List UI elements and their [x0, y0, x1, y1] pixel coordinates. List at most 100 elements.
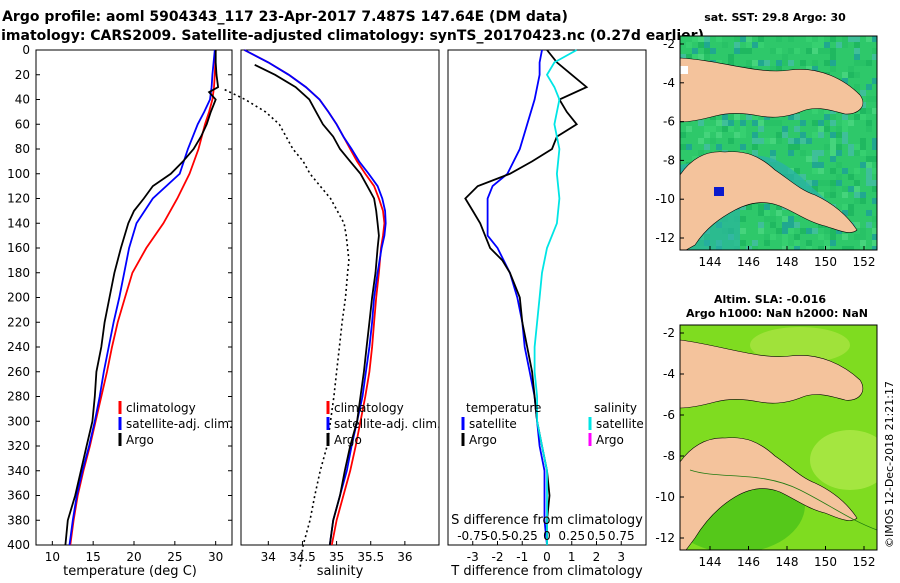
sst-pixel — [734, 42, 740, 48]
sst-pixel — [842, 42, 848, 48]
sst-pixel — [764, 138, 770, 144]
sst-pixel — [740, 204, 746, 210]
sst-pixel — [818, 36, 824, 42]
sst-pixel — [842, 132, 848, 138]
sst-pixel — [830, 168, 836, 174]
salinity-axes — [240, 49, 440, 546]
difference-axes — [447, 49, 647, 546]
sst-pixel — [824, 60, 830, 66]
title-line-2: Climatology: CARS2009. Satellite-adjuste… — [0, 28, 704, 44]
sst-map-title: sat. SST: 29.8 Argo: 30 — [704, 11, 846, 24]
sst-pixel — [860, 90, 866, 96]
sst-pixel — [812, 180, 818, 186]
sst-pixel — [776, 204, 782, 210]
sst-pixel — [752, 240, 758, 246]
sst-pixel — [734, 114, 740, 120]
legend-argo: Argo — [126, 433, 154, 447]
sst-pixel — [866, 162, 872, 168]
sst-pixel — [776, 48, 782, 54]
sst-pixel — [824, 192, 830, 198]
sst-pixel — [776, 228, 782, 234]
sst-pixel — [818, 162, 824, 168]
sst-pixel — [824, 114, 830, 120]
sst-pixel — [794, 138, 800, 144]
sst-pixel — [842, 192, 848, 198]
sst-pixel — [836, 132, 842, 138]
sst-pixel — [824, 126, 830, 132]
sst-pixel — [692, 48, 698, 54]
sst-pixel — [758, 60, 764, 66]
sst-pixel — [728, 120, 734, 126]
sst-pixel — [746, 36, 752, 42]
depth-tick-label: 280 — [7, 390, 30, 404]
sst-pixel — [680, 54, 686, 60]
sst-pixel — [704, 144, 710, 150]
sst-pixel — [812, 132, 818, 138]
depth-tick-label: 40 — [15, 93, 30, 107]
sst-pixel — [782, 54, 788, 60]
sst-pixel — [872, 78, 877, 84]
sst-pixel — [794, 222, 800, 228]
sst-pixel — [836, 174, 842, 180]
sla-map-frame — [679, 324, 878, 551]
sst-pixel — [830, 186, 836, 192]
sst-pixel — [806, 240, 812, 246]
sst-pixel — [776, 60, 782, 66]
depth-tick-label: 140 — [7, 216, 30, 230]
sst-pixel — [860, 246, 866, 250]
legend-satellite: satellite-adj. clim. — [126, 417, 233, 431]
sst-pixel — [812, 60, 818, 66]
map-y-tick-label: -6 — [663, 115, 675, 129]
title-line-1: Argo profile: aoml 5904343_117 23-Apr-20… — [2, 9, 568, 25]
sst-pixel — [836, 162, 842, 168]
sst-pixel — [842, 36, 848, 42]
sst-pixel — [872, 240, 877, 246]
sst-pixel — [776, 66, 782, 72]
map-y-tick-label: -8 — [663, 153, 675, 167]
sst-pixel — [704, 42, 710, 48]
temperature-axes — [35, 49, 233, 546]
sst-pixel — [818, 126, 824, 132]
series-line-argo-dotted — [224, 88, 350, 570]
sst-pixel — [722, 126, 728, 132]
sst-pixel — [806, 36, 812, 42]
sst-pixel — [782, 126, 788, 132]
sst-pixel — [770, 138, 776, 144]
sst-pixel — [728, 126, 734, 132]
legend-satellite: satellite-adj. clim. — [334, 417, 441, 431]
legend-argo: Argo — [334, 433, 362, 447]
sst-pixel — [746, 114, 752, 120]
sst-pixel — [824, 120, 830, 126]
sst-pixel — [776, 120, 782, 126]
map-x-tick-label: 146 — [737, 555, 760, 569]
series-line-argo — [64, 50, 220, 546]
sst-pixel — [866, 108, 872, 114]
sst-pixel — [860, 234, 866, 240]
sst-pixel — [770, 222, 776, 228]
sst-pixel — [758, 138, 764, 144]
difference-panel: -3 -2 -1 0 1 2 3 T difference from climatology… — [447, 49, 647, 579]
sst-pixel — [788, 246, 794, 250]
sst-pixel — [722, 120, 728, 126]
sst-pixel — [860, 114, 866, 120]
sst-pixel — [710, 48, 716, 54]
x-tick-label: 15 — [86, 550, 101, 564]
sst-pixel — [698, 138, 704, 144]
sst-pixel — [746, 60, 752, 66]
sst-pixel — [746, 204, 752, 210]
difference-legend: temperature satellite Argo salinity sate… — [461, 401, 644, 447]
sst-pixel — [818, 132, 824, 138]
sst-pixel — [848, 150, 854, 156]
x-tick-label: 2 — [593, 550, 601, 564]
sst-pixel — [758, 42, 764, 48]
sst-pixel — [842, 210, 848, 216]
sst-pixel — [824, 228, 830, 234]
sst-pixel — [854, 54, 860, 60]
legend-t-argo: Argo — [469, 433, 497, 447]
x-tick-label: 35 — [329, 550, 344, 564]
sst-pixel — [728, 114, 734, 120]
x-tick-label: 36 — [397, 550, 412, 564]
sst-pixel — [812, 120, 818, 126]
sst-pixel — [782, 228, 788, 234]
